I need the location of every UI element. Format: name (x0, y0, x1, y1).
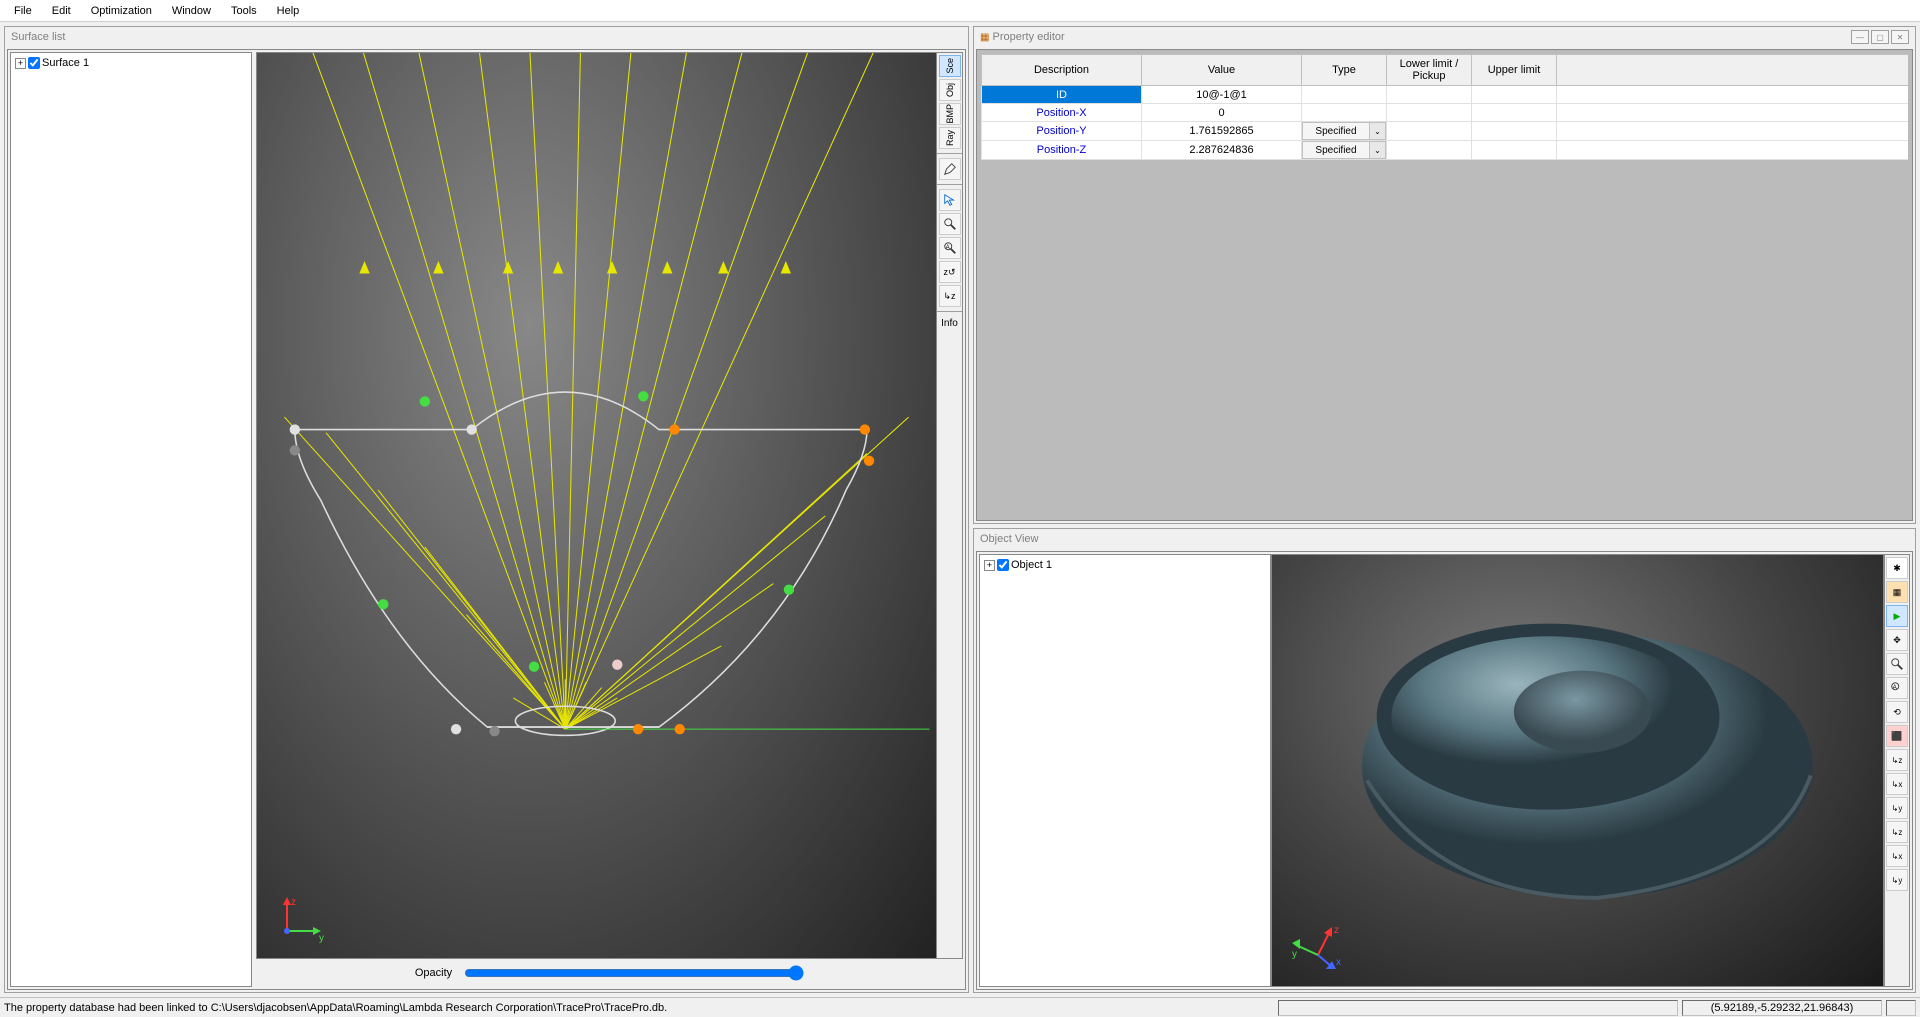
tab-bmp[interactable]: BMP (939, 103, 961, 125)
expand-icon[interactable]: + (15, 58, 26, 69)
status-message: The property database had been linked to… (4, 1002, 1274, 1014)
object-view-title: Object View (974, 529, 1915, 549)
tool-ly[interactable]: ↳y (1886, 797, 1908, 819)
svg-text:y: y (1292, 949, 1297, 960)
maximize-icon[interactable]: ▢ (1871, 30, 1889, 44)
property-editor-label: Property editor (993, 31, 1065, 43)
object-view-label: Object View (980, 533, 1039, 545)
property-editor-title: ▦ Property editor — ▢ ✕ (974, 27, 1915, 47)
opacity-row: Opacity (256, 959, 963, 987)
axis-gizmo: z y (275, 893, 325, 946)
tool-grid[interactable]: ▦ (1886, 581, 1908, 603)
property-table[interactable]: Description Value Type Lower limit / Pic… (981, 54, 1908, 160)
property-empty-area (981, 160, 1908, 516)
object-tree[interactable]: + Object 1 (979, 554, 1271, 987)
menu-help[interactable]: Help (267, 3, 310, 19)
object-checkbox[interactable] (997, 559, 1009, 571)
th-upper[interactable]: Upper limit (1472, 55, 1557, 86)
close-icon[interactable]: ✕ (1891, 30, 1909, 44)
expand-icon[interactable]: + (984, 560, 995, 571)
object-item-label: Object 1 (1011, 559, 1052, 571)
surface-tree[interactable]: + Surface 1 (10, 52, 252, 987)
tool-lx2[interactable]: ↳x (1886, 845, 1908, 867)
opacity-slider[interactable] (464, 965, 804, 981)
zoom-all-tool[interactable]: A (939, 237, 961, 259)
surface-checkbox[interactable] (28, 57, 40, 69)
viewport-toolbar: Sce Obj BMP Ray A z↺ (937, 52, 963, 959)
arrow-tool[interactable] (939, 189, 961, 211)
surface-list-label: Surface list (11, 31, 65, 43)
menu-tools[interactable]: Tools (221, 3, 267, 19)
tab-ray[interactable]: Ray (939, 127, 961, 149)
surface-list-title: Surface list (5, 27, 968, 47)
info-label[interactable]: Info (941, 316, 958, 331)
menu-window[interactable]: Window (162, 3, 221, 19)
z-rev-tool[interactable]: z↺ (939, 261, 961, 283)
tool-lx[interactable]: ↳x (1886, 773, 1908, 795)
tool-zoom[interactable] (1886, 653, 1908, 675)
object-viewport[interactable]: z y x (1271, 554, 1884, 987)
table-row[interactable]: Position-X0 (982, 104, 1909, 122)
th-description[interactable]: Description (982, 55, 1142, 86)
tool-lz2[interactable]: ↳z (1886, 821, 1908, 843)
status-field-1 (1278, 1000, 1678, 1016)
tool-lz[interactable]: ↳z (1886, 749, 1908, 771)
th-lower[interactable]: Lower limit / Pickup (1387, 55, 1472, 86)
object-toolbar: ✱ ▦ ▶ ✥ A ⟲ ⬛ ↳z ↳x ↳y ↳z ↳x ↳y (1884, 554, 1910, 987)
type-dropdown[interactable]: ⌄ (1370, 141, 1386, 159)
tool-rotate[interactable]: ⟲ (1886, 701, 1908, 723)
surface-item-label: Surface 1 (42, 57, 89, 69)
status-coords: (5.92189,-5.29232,21.96843) (1682, 1000, 1882, 1016)
th-value[interactable]: Value (1142, 55, 1302, 86)
tool-zoom-a[interactable]: A (1886, 677, 1908, 699)
table-row[interactable]: ID10@-1@1 (982, 86, 1909, 104)
statusbar: The property database had been linked to… (0, 997, 1920, 1017)
tool-play[interactable]: ▶ (1886, 605, 1908, 627)
table-row[interactable]: Position-Z2.287624836Specified⌄ (982, 141, 1909, 160)
minimize-icon[interactable]: — (1851, 30, 1869, 44)
tool-new[interactable]: ✱ (1886, 557, 1908, 579)
tab-obj[interactable]: Obj (939, 79, 961, 101)
tree-row[interactable]: + Object 1 (984, 559, 1266, 571)
main-viewport[interactable]: z y (256, 52, 937, 959)
tool-move[interactable]: ✥ (1886, 629, 1908, 651)
tool-ly2[interactable]: ↳y (1886, 869, 1908, 891)
tab-sce[interactable]: Sce (939, 55, 961, 77)
pencil-tool[interactable] (939, 158, 961, 180)
svg-text:x: x (1336, 957, 1341, 968)
type-dropdown[interactable]: ⌄ (1370, 122, 1386, 140)
tool-proj[interactable]: ⬛ (1886, 725, 1908, 747)
svg-text:y: y (319, 933, 324, 943)
axis-gizmo-3d: z y x (1290, 921, 1350, 974)
status-field-last (1886, 1000, 1916, 1016)
menu-file[interactable]: File (4, 3, 42, 19)
svg-text:z: z (291, 897, 296, 908)
table-header-row: Description Value Type Lower limit / Pic… (982, 55, 1909, 86)
menubar: File Edit Optimization Window Tools Help (0, 0, 1920, 22)
th-type[interactable]: Type (1302, 55, 1387, 86)
z-fwd-tool[interactable]: ↳z (939, 285, 961, 307)
opacity-label: Opacity (415, 967, 452, 979)
svg-text:z: z (1334, 925, 1339, 936)
tree-row[interactable]: + Surface 1 (15, 57, 247, 69)
menu-edit[interactable]: Edit (42, 3, 81, 19)
zoom-tool[interactable] (939, 213, 961, 235)
menu-optimization[interactable]: Optimization (81, 3, 162, 19)
table-row[interactable]: Position-Y1.761592865Specified⌄ (982, 122, 1909, 141)
